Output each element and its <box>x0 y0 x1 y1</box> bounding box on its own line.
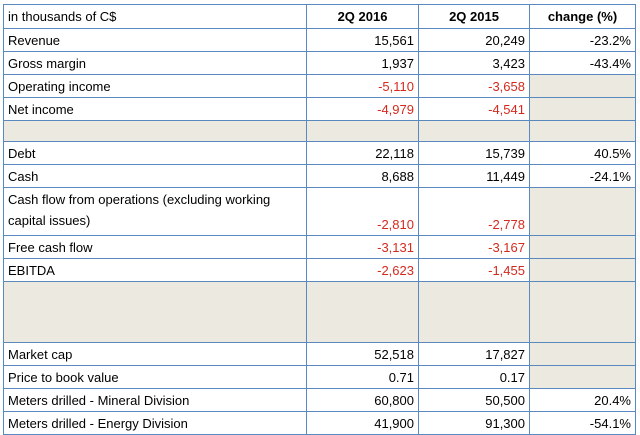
value-2q-2015: 50,500 <box>418 388 530 412</box>
header-change: change (%) <box>529 4 636 29</box>
table-row: EBITDA -2,623 -1,455 <box>3 258 636 282</box>
value-change <box>529 342 636 366</box>
value-2q-2016: 60,800 <box>306 388 419 412</box>
value-2q-2015: -3,658 <box>418 74 530 98</box>
table-row: Free cash flow -3,131 -3,167 <box>3 235 636 259</box>
value-2q-2016: -4,979 <box>306 97 419 121</box>
value-2q-2015: -1,455 <box>418 258 530 282</box>
row-label: Meters drilled - Mineral Division <box>3 388 307 412</box>
value-2q-2016: 15,561 <box>306 28 419 52</box>
table-row: Market cap 52,518 17,827 <box>3 342 636 366</box>
table-row: Meters drilled - Mineral Division 60,800… <box>3 388 636 412</box>
table-row: Cash 8,688 11,449 -24.1% <box>3 164 636 188</box>
table-row: Gross margin 1,937 3,423 -43.4% <box>3 51 636 75</box>
row-label: Operating income <box>3 74 307 98</box>
row-label: Price to book value <box>3 365 307 389</box>
value-change: -54.1% <box>529 411 636 435</box>
value-2q-2016: -2,810 <box>306 187 419 236</box>
header-2q-2015: 2Q 2015 <box>418 4 530 29</box>
row-label: Meters drilled - Energy Division <box>3 411 307 435</box>
value-change: -43.4% <box>529 51 636 75</box>
value-2q-2015: 20,249 <box>418 28 530 52</box>
table-row: Cash flow from operations (excluding wor… <box>3 187 636 236</box>
spacer-row <box>3 281 636 343</box>
value-2q-2016: 1,937 <box>306 51 419 75</box>
row-label: Cash <box>3 164 307 188</box>
spacer-cell <box>418 120 530 142</box>
value-2q-2015: 11,449 <box>418 164 530 188</box>
header-2q-2016: 2Q 2016 <box>306 4 419 29</box>
value-2q-2015: 17,827 <box>418 342 530 366</box>
row-label: Debt <box>3 141 307 165</box>
value-2q-2015: -3,167 <box>418 235 530 259</box>
value-2q-2016: 8,688 <box>306 164 419 188</box>
row-label: Market cap <box>3 342 307 366</box>
spacer-row <box>3 120 636 142</box>
value-change: -23.2% <box>529 28 636 52</box>
table-row: Revenue 15,561 20,249 -23.2% <box>3 28 636 52</box>
value-2q-2016: 41,900 <box>306 411 419 435</box>
value-change <box>529 187 636 236</box>
spacer-cell <box>418 281 530 343</box>
spacer-cell <box>306 281 419 343</box>
header-row: in thousands of C$ 2Q 2016 2Q 2015 chang… <box>3 4 636 29</box>
value-change: 20.4% <box>529 388 636 412</box>
value-2q-2016: 22,118 <box>306 141 419 165</box>
row-label: Cash flow from operations (excluding wor… <box>3 187 307 236</box>
value-2q-2015: -4,541 <box>418 97 530 121</box>
spacer-cell <box>529 281 636 343</box>
value-change <box>529 235 636 259</box>
value-2q-2015: 0.17 <box>418 365 530 389</box>
row-label: Revenue <box>3 28 307 52</box>
row-label: Gross margin <box>3 51 307 75</box>
value-change <box>529 74 636 98</box>
table-row: Debt 22,118 15,739 40.5% <box>3 141 636 165</box>
value-2q-2015: 91,300 <box>418 411 530 435</box>
value-change: 40.5% <box>529 141 636 165</box>
financial-results-table: in thousands of C$ 2Q 2016 2Q 2015 chang… <box>3 4 636 435</box>
spacer-cell <box>3 120 307 142</box>
table-row: Net income -4,979 -4,541 <box>3 97 636 121</box>
spacer-cell <box>3 281 307 343</box>
row-label: EBITDA <box>3 258 307 282</box>
value-2q-2016: 0.71 <box>306 365 419 389</box>
value-2q-2015: -2,778 <box>418 187 530 236</box>
value-change <box>529 258 636 282</box>
value-change <box>529 365 636 389</box>
value-2q-2015: 3,423 <box>418 51 530 75</box>
value-2q-2016: -5,110 <box>306 74 419 98</box>
spacer-cell <box>529 120 636 142</box>
value-2q-2016: -3,131 <box>306 235 419 259</box>
table-row: Price to book value 0.71 0.17 <box>3 365 636 389</box>
value-2q-2016: -2,623 <box>306 258 419 282</box>
value-2q-2016: 52,518 <box>306 342 419 366</box>
value-2q-2015: 15,739 <box>418 141 530 165</box>
table-row: Meters drilled - Energy Division 41,900 … <box>3 411 636 435</box>
row-label: Net income <box>3 97 307 121</box>
value-change: -24.1% <box>529 164 636 188</box>
value-change <box>529 97 636 121</box>
spacer-cell <box>306 120 419 142</box>
row-label: Free cash flow <box>3 235 307 259</box>
table-row: Operating income -5,110 -3,658 <box>3 74 636 98</box>
header-label: in thousands of C$ <box>3 4 307 29</box>
